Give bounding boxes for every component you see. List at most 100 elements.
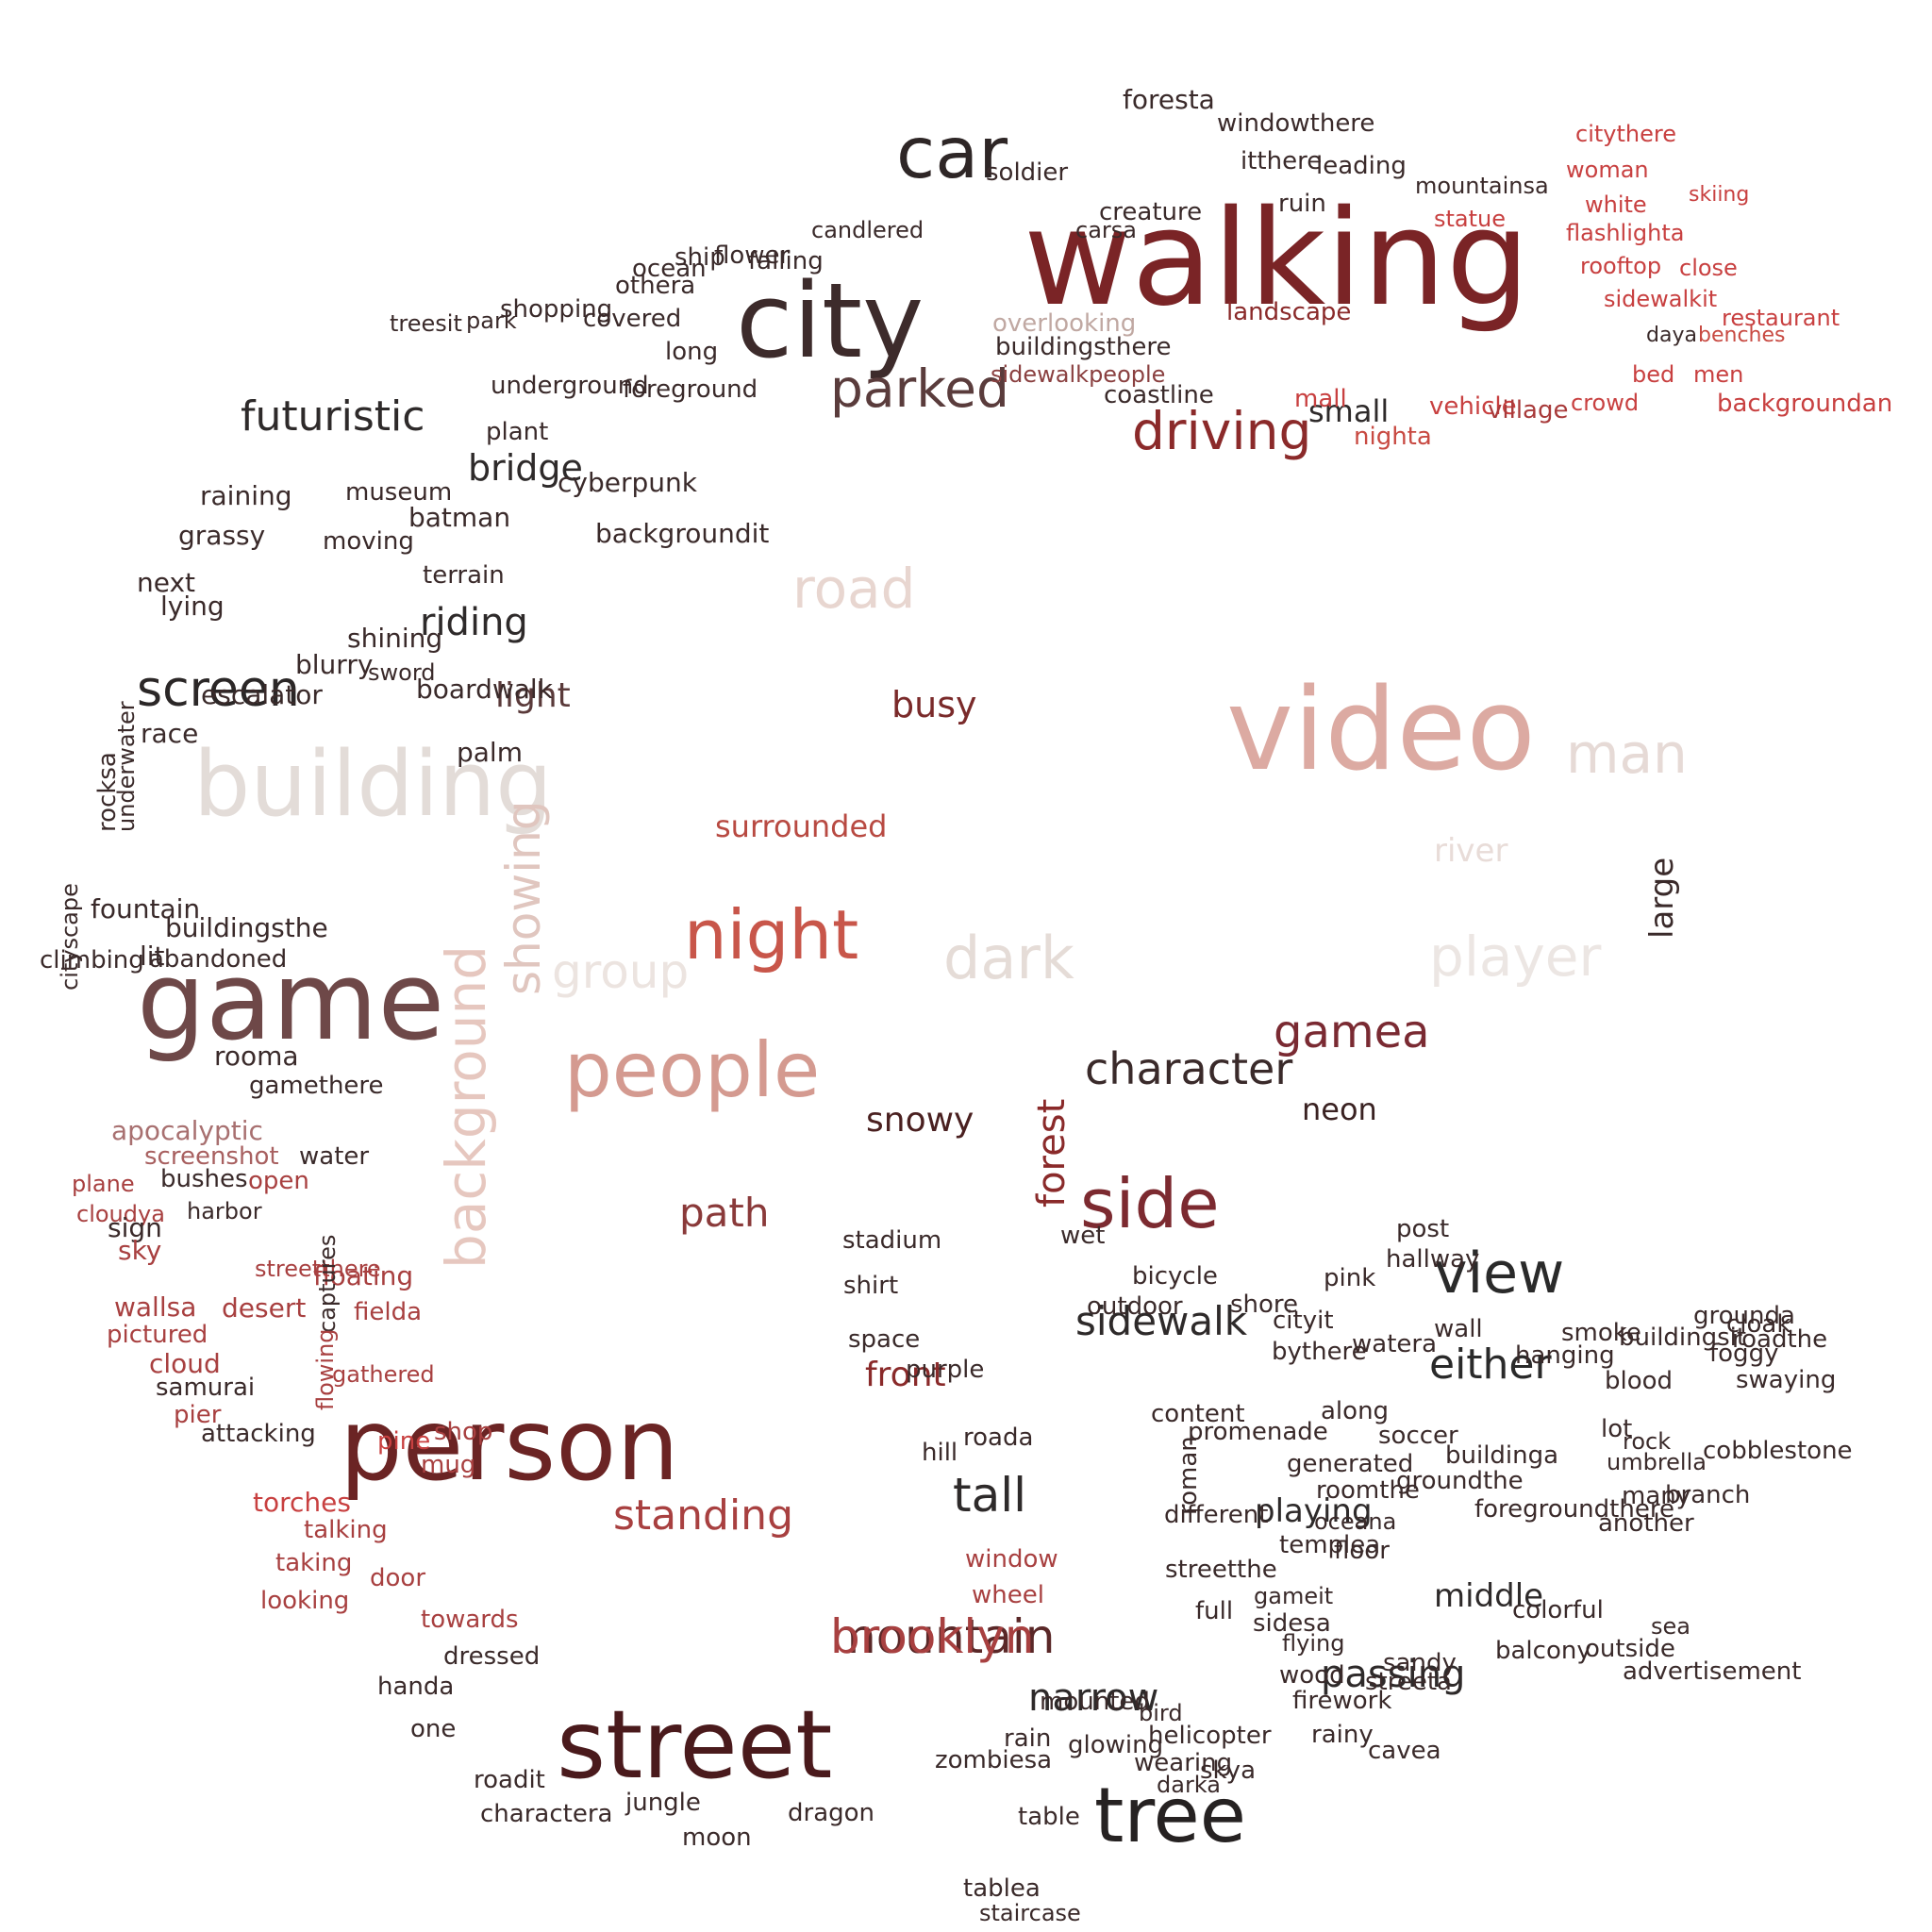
word-creature: creature [1099, 198, 1203, 226]
word-statue: statue [1434, 206, 1507, 232]
word-moving: moving [323, 527, 414, 556]
word-buildingsit: buildingsit [1619, 1324, 1747, 1352]
word-neon: neon [1302, 1091, 1377, 1127]
word-samurai: samurai [156, 1374, 256, 1402]
word-shop: shop [434, 1418, 493, 1446]
word-white: white [1585, 192, 1647, 218]
word-character: character [1085, 1043, 1293, 1094]
word-ruin: ruin [1278, 190, 1326, 218]
word-table: table [1018, 1803, 1080, 1831]
word-front: front [865, 1356, 946, 1394]
word-wearing: wearing [1134, 1749, 1233, 1777]
word-purple: purple [906, 1356, 985, 1384]
word-sky: sky [118, 1235, 162, 1266]
word-helicopter: helicopter [1148, 1722, 1272, 1750]
word-building: building [193, 733, 553, 837]
word-park: park [466, 308, 517, 334]
word-brooklyn: brooklyn [830, 1609, 1035, 1664]
word-rooma: rooma [214, 1041, 299, 1072]
word-dark: dark [943, 924, 1074, 992]
word-standing: standing [613, 1491, 793, 1540]
word-coastline: coastline [1104, 381, 1214, 409]
word-screen: screen [137, 661, 300, 718]
word-gameit: gameit [1254, 1583, 1334, 1609]
word-jungle: jungle [625, 1789, 701, 1817]
word-staircase: staircase [979, 1900, 1081, 1926]
word-people: people [564, 1026, 821, 1114]
word-nighta: nighta [1354, 423, 1432, 451]
word-colorful: colorful [1512, 1596, 1604, 1624]
word-hanging: hanging [1515, 1341, 1615, 1370]
word-man: man [1566, 722, 1688, 786]
word-wall: wall [1434, 1315, 1483, 1343]
word-road: road [792, 557, 916, 621]
word-streeta: streeta [1365, 1668, 1452, 1696]
word-sea: sea [1651, 1613, 1690, 1640]
word-rocksa: rocksa [93, 752, 122, 832]
word-streetthe: streetthe [1165, 1556, 1277, 1584]
word-underground: underground [491, 372, 649, 400]
word-blood: blood [1605, 1367, 1674, 1395]
word-mountain: mountain [830, 1609, 1056, 1664]
word-hallway: hallway [1386, 1245, 1480, 1274]
word-large: large [1643, 857, 1681, 939]
word-mountainsa: mountainsa [1415, 173, 1549, 199]
word-tall: tall [953, 1468, 1027, 1523]
word-futuristic: futuristic [241, 392, 425, 441]
word-bythere: bythere [1272, 1338, 1367, 1366]
word-race: race [141, 718, 199, 749]
word-lot: lot [1601, 1415, 1633, 1443]
word-background: background [434, 944, 498, 1269]
word-towards: towards [421, 1606, 519, 1634]
word-door: door [370, 1564, 426, 1592]
word-foregroundthere: foregroundthere [1474, 1495, 1674, 1524]
word-grounda: grounda [1693, 1302, 1795, 1330]
word-zombiesa: zombiesa [935, 1746, 1053, 1774]
word-museum: museum [345, 478, 453, 507]
word-tree: tree [1094, 1772, 1246, 1859]
word-rooftop: rooftop [1580, 253, 1662, 279]
word-full: full [1195, 1597, 1234, 1625]
word-outdoor: outdoor [1087, 1292, 1183, 1321]
word-one: one [410, 1715, 457, 1743]
word-driving: driving [1132, 401, 1312, 461]
word-cyberpunk: cyberpunk [558, 467, 697, 498]
word-torches: torches [253, 1487, 351, 1518]
word-lying: lying [160, 591, 225, 622]
word-either: either [1429, 1341, 1552, 1389]
word-cloud: cloud [149, 1348, 221, 1379]
word-watera: watera [1352, 1330, 1438, 1358]
word-glowing: glowing [1068, 1731, 1164, 1759]
word-balcony: balcony [1495, 1637, 1591, 1665]
word-post: post [1396, 1215, 1450, 1243]
word-night: night [684, 895, 859, 974]
word-cloudya: cloudya [76, 1201, 165, 1227]
word-roadthe: roadthe [1732, 1325, 1828, 1354]
word-outside: outside [1585, 1635, 1675, 1663]
word-sandy: sandy [1383, 1649, 1457, 1677]
word-along: along [1321, 1397, 1390, 1425]
word-backgroundit: backgroundit [595, 518, 770, 549]
word-skiing: skiing [1689, 183, 1750, 207]
word-citythere: citythere [1575, 121, 1676, 147]
word-lit: lit [140, 941, 165, 972]
word-talking: talking [304, 1516, 388, 1544]
word-sidewalkpeople: sidewalkpeople [991, 361, 1166, 388]
word-middle: middle [1434, 1577, 1544, 1615]
word-carsa: carsa [1075, 217, 1137, 243]
word-umbrella: umbrella [1607, 1449, 1707, 1475]
word-rain: rain [1004, 1724, 1052, 1753]
word-crowd: crowd [1571, 390, 1640, 416]
word-pink: pink [1324, 1264, 1376, 1292]
word-templea: templea [1279, 1531, 1381, 1559]
word-wet: wet [1060, 1222, 1106, 1250]
word-smoke: smoke [1561, 1319, 1641, 1347]
word-cobblestone: cobblestone [1703, 1437, 1853, 1465]
word-roada: roada [963, 1424, 1034, 1452]
word-benches: benches [1698, 324, 1786, 347]
word-pictured: pictured [107, 1321, 208, 1349]
word-water: water [299, 1142, 370, 1171]
word-shining: shining [347, 623, 443, 654]
word-many: many [1622, 1482, 1691, 1510]
word-showing: showing [496, 800, 551, 995]
